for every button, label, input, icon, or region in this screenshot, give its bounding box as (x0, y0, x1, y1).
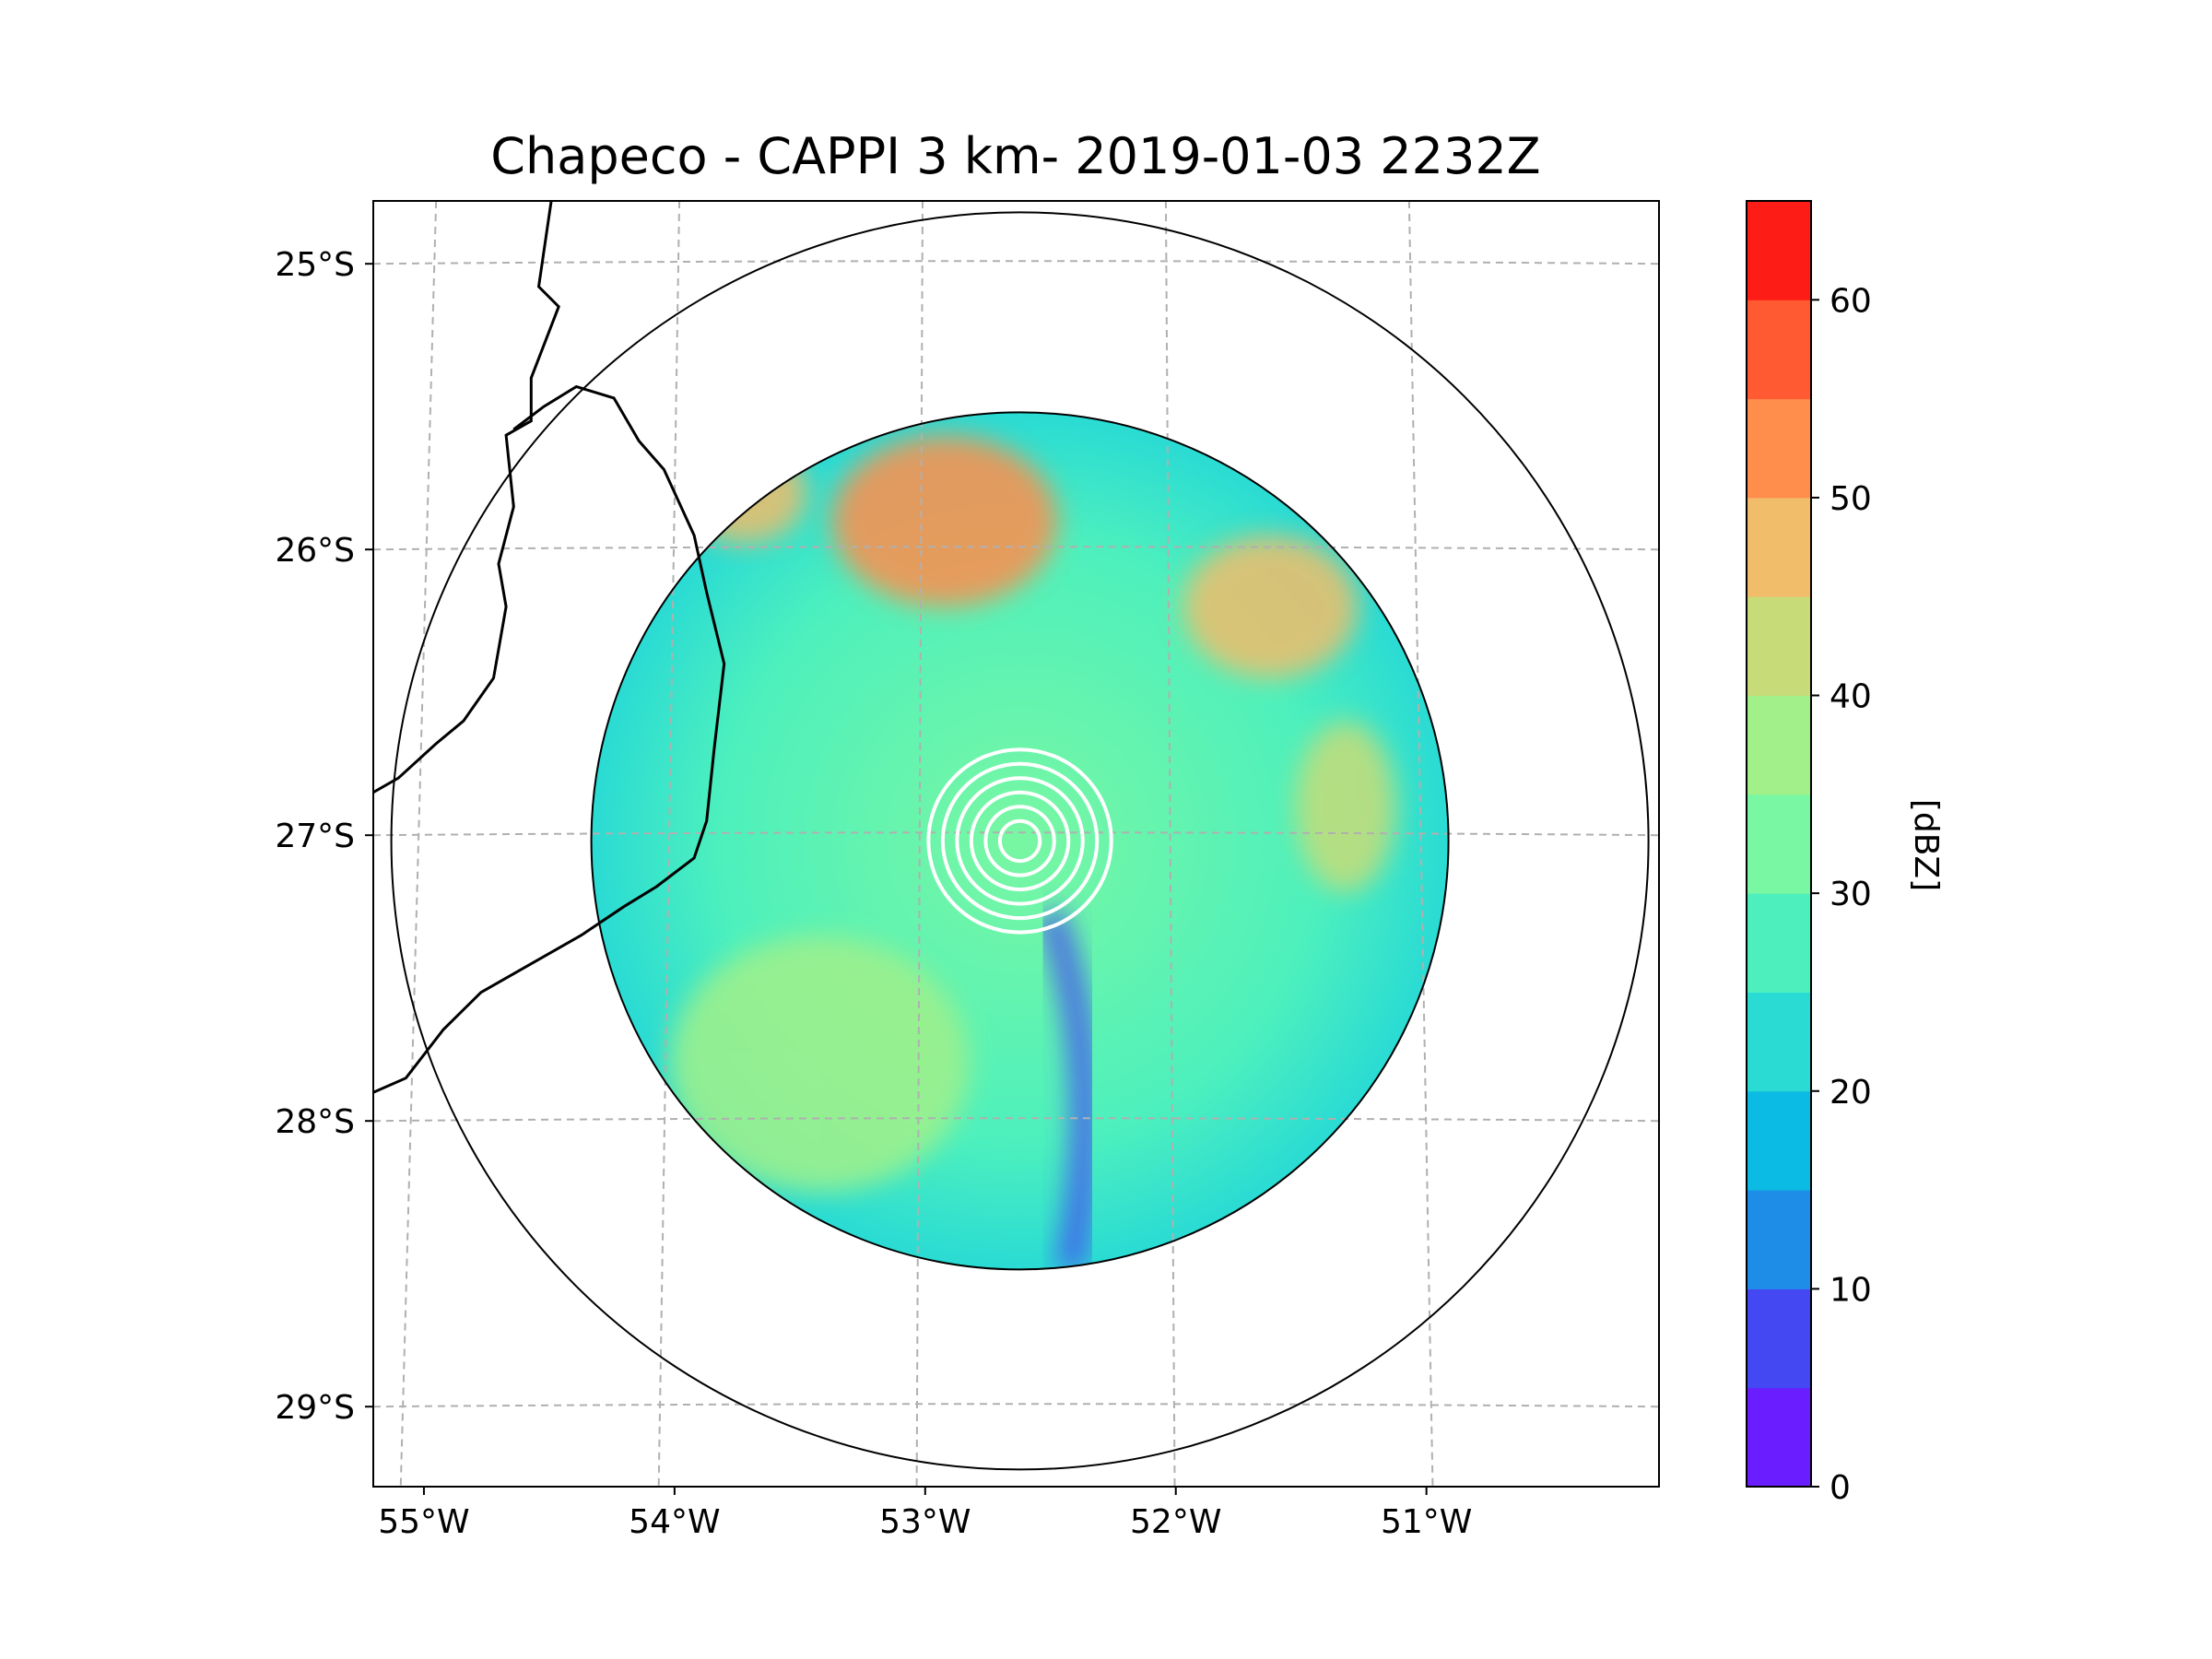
colorbar-segment (1747, 695, 1811, 795)
colorbar-tick-label: 20 (1830, 1074, 1872, 1112)
colorbar-segment (1747, 1190, 1811, 1289)
colorbar-segment (1747, 893, 1811, 993)
lon-tick-label: 54°W (629, 1503, 720, 1541)
lat-tick-label: 29°S (275, 1389, 355, 1427)
colorbar-tick-label: 30 (1830, 876, 1872, 913)
near-range-ring (969, 790, 1071, 892)
lat-tick-label: 26°S (275, 532, 355, 570)
reflectivity-field (591, 412, 1449, 1270)
colorbar-segment (1747, 1387, 1811, 1488)
longitude-ticks: 55°W 54°W 53°W 52°W 51°W (378, 1487, 1472, 1541)
lat-tick-label: 25°S (275, 246, 355, 284)
colorbar-segment (1747, 497, 1811, 597)
colorbar-segment (1747, 992, 1811, 1092)
range-rings (390, 211, 1650, 1471)
colorbar: 0 10 20 30 40 50 60 (1746, 200, 1872, 1507)
colorbar-segment (1747, 398, 1811, 499)
map-axes (373, 201, 1659, 1487)
lon-tick-label: 53°W (879, 1503, 971, 1541)
colorbar-tick-label: 60 (1830, 282, 1872, 320)
colorbar-tick-label: 0 (1830, 1469, 1851, 1507)
graticule-lon-line (399, 201, 438, 1487)
lon-tick-label: 51°W (1381, 1503, 1472, 1541)
border-line-1 (373, 201, 560, 794)
colorbar-label: [dBZ] (1907, 799, 1945, 891)
latitude-ticks: 25°S 26°S 27°S 28°S 29°S (275, 246, 373, 1427)
near-range-ring (997, 818, 1042, 864)
near-range-ring (926, 747, 1113, 935)
echo-southern-streak (1037, 907, 1100, 1270)
colorbar-frame (1746, 200, 1812, 1488)
colorbar-segment (1747, 300, 1811, 400)
graticule-lon-line (657, 201, 681, 1487)
graticule (373, 201, 1659, 1487)
graticule-lon-line (1164, 201, 1176, 1487)
colorbar-segment (1747, 201, 1811, 300)
colorbar-segment (1747, 794, 1811, 894)
lon-tick-label: 55°W (378, 1503, 469, 1541)
echo-northeast-band (1182, 535, 1359, 678)
chart-title: Chapeco - CAPPI 3 km- 2019-01-03 2232Z (490, 127, 1540, 185)
colorbar-tick-label: 10 (1830, 1271, 1872, 1309)
echo-southwest-plain (668, 935, 971, 1193)
political-borders (373, 201, 726, 1094)
lat-tick-label: 27°S (275, 818, 355, 855)
graticule-lon-line (915, 201, 924, 1487)
near-range-ring (955, 776, 1085, 906)
map-frame (372, 200, 1660, 1488)
near-range-ring (983, 805, 1056, 877)
colorbar-segment (1747, 596, 1811, 697)
outer-range-ring (390, 211, 1650, 1471)
echo-northern-ne-band (831, 435, 1058, 607)
colorbar-tick-label: 40 (1830, 678, 1872, 716)
colorbar-tick-label: 50 (1830, 480, 1872, 518)
lon-tick-label: 52°W (1130, 1503, 1221, 1541)
lat-tick-label: 28°S (275, 1103, 355, 1141)
colorbar-segment (1747, 1288, 1811, 1389)
data-range-circle (590, 411, 1450, 1271)
border-line-2 (373, 384, 726, 1094)
near-range-ring (940, 761, 1100, 921)
colorbar-segment (1747, 1090, 1811, 1191)
graticule-lon-line (1407, 201, 1434, 1487)
echo-east-cell (1295, 721, 1396, 893)
